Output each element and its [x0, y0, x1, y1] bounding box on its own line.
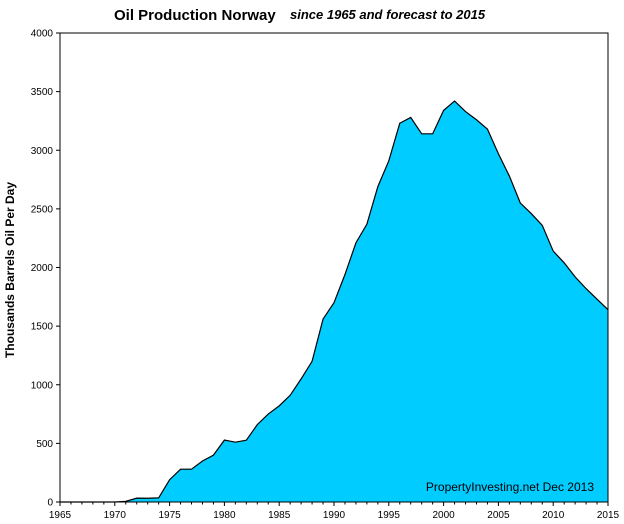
- chart-subtitle: since 1965 and forecast to 2015: [290, 7, 486, 22]
- x-axis: 1965 1970 1975 1980 1985 1990 1995 2000 2005 2010…: [49, 502, 620, 521]
- x-tick-label: 2010: [542, 510, 565, 521]
- y-tick-label: 2000: [31, 263, 54, 274]
- y-tick-label: 4000: [31, 29, 54, 40]
- production-area: [60, 101, 608, 502]
- y-tick-label: 1000: [31, 380, 54, 391]
- x-tick-label: 1965: [49, 510, 72, 521]
- x-tick-label: 2015: [597, 510, 620, 521]
- y-tick-label: 1500: [31, 322, 54, 333]
- y-axis: 0 500 1000 1500 2000 2500 3000 3500 4000: [31, 29, 60, 509]
- x-tick-label: 1970: [104, 510, 127, 521]
- y-axis-label: Thousands Barrels Oil Per Day: [3, 182, 17, 358]
- y-tick-label: 500: [36, 439, 53, 450]
- x-tick-label: 1980: [213, 510, 236, 521]
- chart-title: Oil Production Norway: [114, 7, 276, 24]
- x-tick-label: 1990: [323, 510, 346, 521]
- x-tick-label: 2005: [487, 510, 510, 521]
- x-tick-label: 1975: [158, 510, 181, 521]
- y-tick-label: 3500: [31, 87, 54, 98]
- y-tick-label: 2500: [31, 204, 54, 215]
- y-tick-label: 3000: [31, 146, 54, 157]
- y-tick-label: 0: [47, 498, 53, 509]
- source-annotation: PropertyInvesting.net Dec 2013: [426, 480, 594, 494]
- x-tick-label: 1995: [378, 510, 401, 521]
- production-line: [60, 100, 609, 503]
- x-tick-label: 1985: [268, 510, 291, 521]
- x-tick-label: 2000: [432, 510, 455, 521]
